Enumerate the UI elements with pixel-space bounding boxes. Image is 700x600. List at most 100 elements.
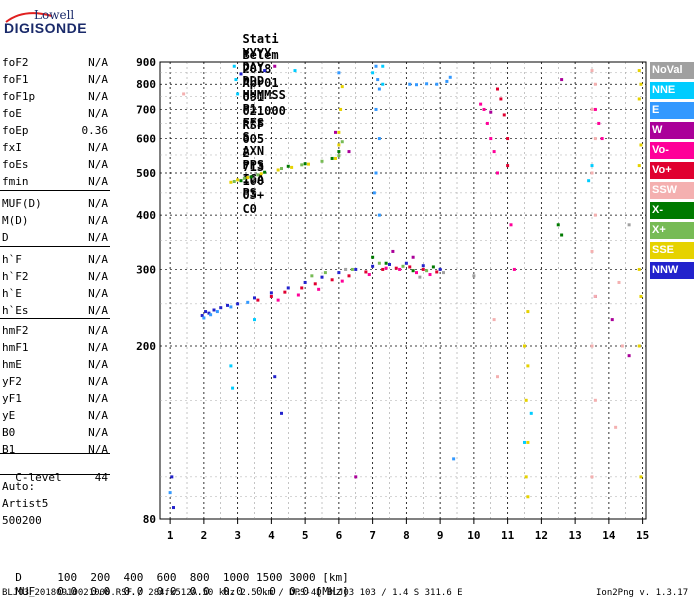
data-point xyxy=(236,92,240,96)
header-ffs-label: FFS xyxy=(242,116,265,130)
param-name: foF1p xyxy=(2,90,36,103)
param-value: N/A xyxy=(88,231,108,244)
data-point xyxy=(639,82,643,86)
x-tick-label: 9 xyxy=(437,529,444,542)
data-point xyxy=(593,107,597,111)
data-point xyxy=(239,179,243,183)
data-point xyxy=(300,163,304,167)
y-tick-label: 80 xyxy=(143,513,156,526)
legend-item-sse: SSE xyxy=(650,242,694,259)
data-point xyxy=(448,75,452,79)
data-point xyxy=(170,475,174,479)
param-row-foes: foEs N/A xyxy=(2,158,108,171)
data-point xyxy=(374,64,378,68)
data-point xyxy=(337,71,341,75)
footer-muf-label: MUF xyxy=(15,585,36,598)
auto-label: Auto: xyxy=(2,480,36,493)
param-row-hme: hmE N/A xyxy=(2,358,108,371)
data-point xyxy=(323,271,327,275)
data-point xyxy=(347,150,351,154)
data-point xyxy=(593,294,597,298)
header-s-value: 2 xyxy=(242,146,250,160)
logo-digisonde: DIGISONDE xyxy=(4,20,88,36)
data-point xyxy=(590,164,594,168)
x-tick-label: 2 xyxy=(201,529,208,542)
param-name: hmF1 xyxy=(2,341,29,354)
data-point xyxy=(376,78,380,82)
param-name: foF1 xyxy=(2,73,29,86)
param-name: foE xyxy=(2,107,22,120)
data-point xyxy=(523,440,526,444)
param-value: 0.36 xyxy=(81,124,109,137)
data-point xyxy=(435,270,439,274)
data-point xyxy=(374,171,378,175)
data-point xyxy=(438,267,442,271)
y-tick-label: 300 xyxy=(136,263,156,276)
header-ffs-value: 005 xyxy=(242,132,265,146)
y-tick-label: 900 xyxy=(136,56,156,69)
data-point xyxy=(560,78,564,82)
data-point xyxy=(219,306,223,310)
data-point xyxy=(354,475,358,479)
data-point xyxy=(204,310,208,314)
param-name: foEp xyxy=(2,124,29,137)
header-station-label: Stati xyxy=(242,32,279,46)
data-point xyxy=(408,82,412,86)
header-time-value: 021000 xyxy=(242,104,286,118)
data-point xyxy=(377,87,381,91)
data-point xyxy=(492,318,496,322)
param-value: N/A xyxy=(88,175,108,188)
param-value: N/A xyxy=(88,158,108,171)
separator xyxy=(0,453,110,454)
data-point xyxy=(371,255,375,259)
data-point xyxy=(371,264,375,268)
x-tick-label: 7 xyxy=(369,529,376,542)
param-row-md: M(D) N/A xyxy=(2,214,108,227)
data-point xyxy=(590,344,594,348)
param-row-mufd: MUF(D) N/A xyxy=(2,197,108,210)
x-tick-label: 14 xyxy=(602,529,616,542)
param-row-fxi: fxI N/A xyxy=(2,141,108,154)
data-point xyxy=(637,69,641,73)
param-row-fof1p: foF1p N/A xyxy=(2,90,108,103)
data-point xyxy=(524,475,528,479)
param-name: fmin xyxy=(2,175,29,188)
data-point xyxy=(231,386,235,390)
data-point xyxy=(337,154,341,158)
footer-muf-row: MUF xyxy=(2,572,35,598)
data-point xyxy=(431,265,435,269)
data-point xyxy=(337,143,341,147)
x-tick-label: 1 xyxy=(167,529,174,542)
auto-artist: Artist5 xyxy=(2,497,49,510)
param-row-hmf2: hmF2 N/A xyxy=(2,324,108,337)
data-point xyxy=(639,294,643,298)
data-point xyxy=(639,143,643,147)
data-point xyxy=(330,156,334,160)
data-point xyxy=(313,282,317,286)
data-point xyxy=(524,398,528,402)
header-axn-value: 713 xyxy=(242,160,265,174)
param-name: hmE xyxy=(2,358,22,371)
param-row-ye: yE N/A xyxy=(2,409,108,422)
data-point xyxy=(246,300,250,304)
x-tick-label: 8 xyxy=(403,529,410,542)
data-point xyxy=(172,506,175,510)
data-point xyxy=(182,92,186,96)
legend-item-ssw: SSW xyxy=(650,182,694,199)
data-point xyxy=(269,291,273,295)
data-point xyxy=(637,97,641,101)
data-point xyxy=(286,164,290,168)
data-point xyxy=(381,82,385,86)
data-point xyxy=(499,97,503,101)
param-name: yE xyxy=(2,409,16,422)
param-value: N/A xyxy=(88,287,108,300)
header-p1-value: RSF xyxy=(242,118,265,132)
header-row-2: Belem 2018 Apr01 091 021000 RSF 005 2 71… xyxy=(228,34,286,216)
data-point xyxy=(280,411,283,415)
logo-lowell: Lowell xyxy=(34,8,75,22)
header-axn-label: AXN xyxy=(242,144,265,158)
data-point xyxy=(347,274,351,278)
y-tick-label: 600 xyxy=(136,133,156,146)
data-point xyxy=(283,290,287,294)
